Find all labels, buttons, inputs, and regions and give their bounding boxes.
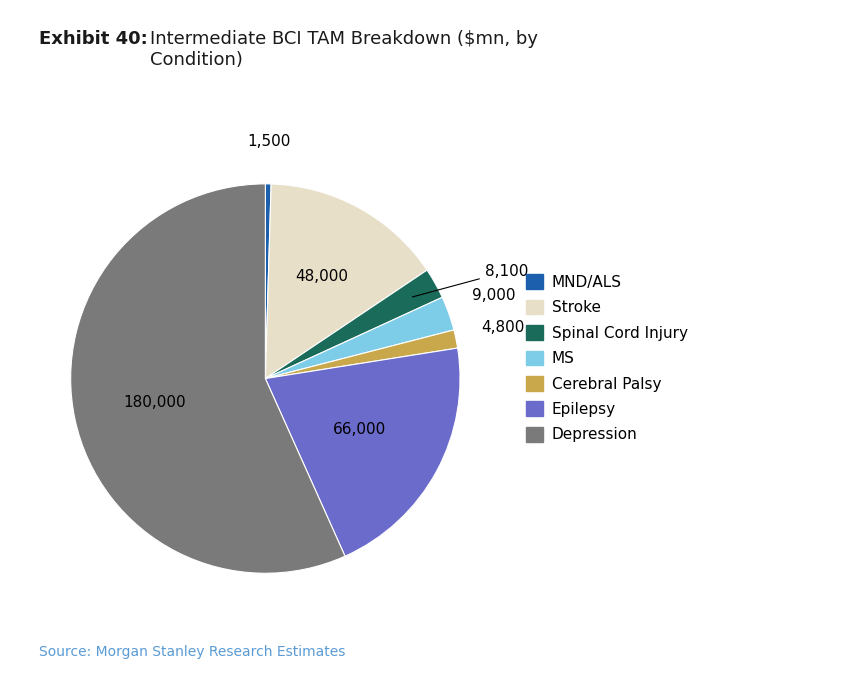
- Text: 1,500: 1,500: [247, 134, 290, 149]
- Text: 4,800: 4,800: [482, 320, 525, 335]
- Text: 66,000: 66,000: [333, 422, 386, 437]
- Wedge shape: [265, 184, 271, 379]
- Legend: MND/ALS, Stroke, Spinal Cord Injury, MS, Cerebral Palsy, Epilepsy, Depression: MND/ALS, Stroke, Spinal Cord Injury, MS,…: [521, 270, 693, 447]
- Wedge shape: [265, 184, 427, 379]
- Wedge shape: [265, 348, 460, 556]
- Text: 48,000: 48,000: [295, 269, 348, 284]
- Text: Intermediate BCI TAM Breakdown ($mn, by
Condition): Intermediate BCI TAM Breakdown ($mn, by …: [150, 30, 538, 69]
- Wedge shape: [265, 330, 458, 379]
- Text: Source: Morgan Stanley Research Estimates: Source: Morgan Stanley Research Estimate…: [39, 645, 345, 659]
- Text: 8,100: 8,100: [413, 264, 528, 297]
- Wedge shape: [71, 184, 345, 573]
- Wedge shape: [265, 270, 443, 379]
- Text: 9,000: 9,000: [473, 287, 516, 303]
- Wedge shape: [265, 297, 454, 379]
- Text: 180,000: 180,000: [123, 395, 187, 410]
- Text: Exhibit 40:: Exhibit 40:: [39, 30, 147, 49]
